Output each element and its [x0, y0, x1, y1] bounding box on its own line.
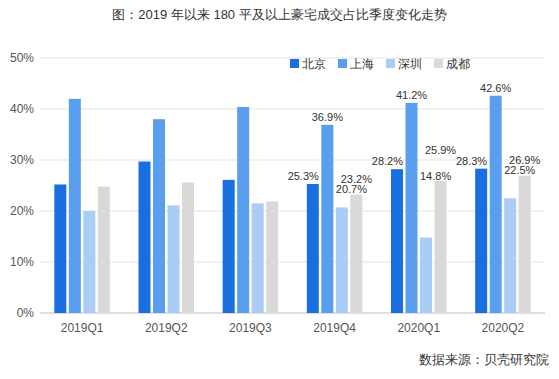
grid-line — [40, 109, 545, 110]
legend-label: 成都 — [446, 57, 470, 71]
data-label: 41.2% — [396, 89, 427, 101]
bar — [168, 205, 180, 313]
grid-line — [40, 262, 545, 263]
data-labels: 25.3% 28.2% 28.3% 36.9% 41.2% 42.6% 20.7% 14.8%… — [288, 82, 541, 196]
x-tick-label: 2019Q3 — [229, 321, 272, 335]
data-label: 28.3% — [456, 155, 487, 167]
bar — [321, 125, 333, 313]
bar — [223, 180, 235, 313]
bar — [307, 184, 319, 313]
legend-label: 上海 — [350, 57, 374, 71]
bar — [490, 96, 502, 313]
legend-marker — [290, 59, 299, 68]
bar — [475, 169, 487, 313]
legend-item: 上海 — [338, 57, 374, 71]
bar — [98, 187, 110, 313]
bar — [336, 207, 348, 313]
bar — [519, 176, 531, 313]
data-label: 25.3% — [288, 170, 319, 182]
data-label: 22.5% — [504, 164, 535, 176]
legend-item: 北京 — [290, 57, 326, 71]
bar — [182, 182, 194, 313]
y-tick-label: 0% — [17, 306, 35, 320]
legend-label: 深圳 — [398, 57, 422, 71]
chart: 图：2019 年以来 180 平及以上豪宅成交占比季度变化走势 0% 10% 20% 3… — [0, 0, 559, 379]
data-label: 42.6% — [480, 82, 511, 94]
grid — [40, 58, 545, 313]
data-label: 26.9% — [509, 154, 540, 166]
x-tick-label: 2019Q4 — [313, 321, 356, 335]
bar — [54, 184, 66, 313]
bar — [83, 211, 95, 313]
legend-item: 成都 — [434, 57, 470, 71]
bar — [139, 162, 151, 313]
legend-label: 北京 — [302, 57, 326, 71]
y-tick-label: 50% — [10, 51, 34, 65]
bars — [54, 96, 530, 313]
bar — [237, 107, 249, 313]
legend: 北京 上海 深圳 成都 — [290, 57, 470, 71]
y-tick-label: 20% — [10, 204, 34, 218]
data-label: 25.9% — [425, 144, 456, 156]
grid-line — [40, 313, 545, 314]
grid-line — [40, 211, 545, 212]
legend-marker — [386, 59, 395, 68]
legend-marker — [338, 59, 347, 68]
bar — [69, 99, 81, 313]
bar — [153, 119, 165, 313]
data-label: 23.2% — [341, 173, 372, 185]
legend-item: 深圳 — [386, 57, 422, 71]
x-tick-label: 2020Q1 — [397, 321, 440, 335]
bar — [420, 238, 432, 313]
x-tick-label: 2020Q2 — [482, 321, 525, 335]
data-label: 20.7% — [336, 183, 367, 195]
x-tick-label: 2019Q2 — [145, 321, 188, 335]
bar — [406, 103, 418, 313]
chart-title: 图：2019 年以来 180 平及以上豪宅成交占比季度变化走势 — [112, 7, 446, 22]
legend-marker — [434, 59, 443, 68]
x-tick-label: 2019Q1 — [61, 321, 104, 335]
bar — [350, 195, 362, 313]
data-label: 36.9% — [312, 111, 343, 123]
bar — [266, 201, 278, 313]
bar — [391, 169, 403, 313]
data-label: 14.8% — [420, 170, 451, 182]
y-tick-label: 30% — [10, 153, 34, 167]
bar — [504, 198, 516, 313]
y-tick-label: 10% — [10, 255, 34, 269]
data-label: 28.2% — [372, 155, 403, 167]
bar — [252, 203, 264, 313]
source-note: 数据来源：贝壳研究院 — [419, 352, 549, 367]
bar — [435, 181, 447, 313]
y-tick-label: 40% — [10, 102, 34, 116]
